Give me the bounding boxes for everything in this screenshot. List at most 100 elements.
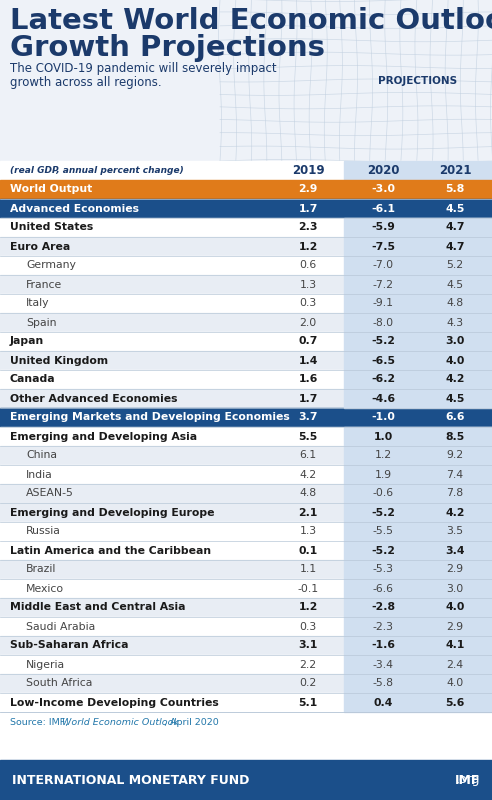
Text: 3.5: 3.5 bbox=[446, 526, 463, 537]
Bar bbox=[0, 693, 492, 712]
Text: -0.1: -0.1 bbox=[298, 583, 318, 594]
Text: -6.1: -6.1 bbox=[371, 203, 395, 214]
Text: INTERNATIONAL MONETARY FUND: INTERNATIONAL MONETARY FUND bbox=[12, 774, 249, 786]
Bar bbox=[0, 180, 492, 199]
Text: 2019: 2019 bbox=[292, 164, 324, 177]
Text: -5.2: -5.2 bbox=[371, 507, 395, 518]
Bar bbox=[0, 560, 492, 579]
Text: 3.0: 3.0 bbox=[445, 337, 464, 346]
Bar bbox=[0, 446, 492, 465]
Bar bbox=[344, 427, 492, 446]
Text: Middle East and Central Asia: Middle East and Central Asia bbox=[10, 602, 185, 613]
Text: 2.9: 2.9 bbox=[446, 565, 463, 574]
Text: India: India bbox=[26, 470, 53, 479]
Text: -5.8: -5.8 bbox=[372, 678, 394, 689]
Bar bbox=[344, 674, 492, 693]
Text: 1.9: 1.9 bbox=[374, 470, 392, 479]
Text: Advanced Economies: Advanced Economies bbox=[10, 203, 139, 214]
Text: -2.8: -2.8 bbox=[371, 602, 395, 613]
Bar bbox=[0, 408, 492, 427]
Bar bbox=[0, 655, 492, 674]
Text: 2.1: 2.1 bbox=[298, 507, 318, 518]
Text: Russia: Russia bbox=[26, 526, 61, 537]
Text: 7.8: 7.8 bbox=[446, 489, 463, 498]
Text: Growth Projections: Growth Projections bbox=[10, 34, 325, 62]
Bar bbox=[344, 560, 492, 579]
Text: 5.1: 5.1 bbox=[298, 698, 318, 707]
Text: 4.3: 4.3 bbox=[446, 318, 463, 327]
Text: -7.5: -7.5 bbox=[371, 242, 395, 251]
Text: Emerging and Developing Europe: Emerging and Developing Europe bbox=[10, 507, 215, 518]
Bar bbox=[0, 370, 492, 389]
Text: -9.1: -9.1 bbox=[372, 298, 394, 309]
Bar bbox=[0, 218, 492, 237]
Bar bbox=[0, 598, 492, 617]
Text: World Output: World Output bbox=[10, 185, 92, 194]
Text: 2020: 2020 bbox=[367, 164, 399, 177]
Bar bbox=[0, 275, 492, 294]
Text: 1.4: 1.4 bbox=[298, 355, 318, 366]
Text: ASEAN-5: ASEAN-5 bbox=[26, 489, 74, 498]
Bar bbox=[344, 161, 492, 180]
Bar bbox=[344, 370, 492, 389]
Text: 4.7: 4.7 bbox=[445, 242, 465, 251]
Text: Emerging Markets and Developing Economies: Emerging Markets and Developing Economie… bbox=[10, 413, 290, 422]
Bar bbox=[0, 522, 492, 541]
Text: Emerging and Developing Asia: Emerging and Developing Asia bbox=[10, 431, 197, 442]
Bar bbox=[344, 579, 492, 598]
Text: 8.5: 8.5 bbox=[445, 431, 464, 442]
Text: 4.2: 4.2 bbox=[300, 470, 316, 479]
Bar bbox=[0, 256, 492, 275]
Text: 1.6: 1.6 bbox=[298, 374, 318, 385]
Text: -5.9: -5.9 bbox=[371, 222, 395, 233]
Text: Brazil: Brazil bbox=[26, 565, 57, 574]
Text: -4.6: -4.6 bbox=[371, 394, 395, 403]
Text: 6.6: 6.6 bbox=[445, 413, 465, 422]
Text: South Africa: South Africa bbox=[26, 678, 92, 689]
Text: -1.6: -1.6 bbox=[371, 641, 395, 650]
Text: Saudi Arabia: Saudi Arabia bbox=[26, 622, 95, 631]
Bar bbox=[344, 541, 492, 560]
Text: 1.2: 1.2 bbox=[374, 450, 392, 461]
Text: World Economic Outlook: World Economic Outlook bbox=[62, 718, 179, 727]
Bar bbox=[0, 484, 492, 503]
Text: Latin America and the Caribbean: Latin America and the Caribbean bbox=[10, 546, 211, 555]
Text: Euro Area: Euro Area bbox=[10, 242, 70, 251]
Text: The COVID-19 pandemic will severely impact: The COVID-19 pandemic will severely impa… bbox=[10, 62, 277, 75]
Text: 1.1: 1.1 bbox=[300, 565, 316, 574]
Text: Nigeria: Nigeria bbox=[26, 659, 65, 670]
Text: 1.3: 1.3 bbox=[300, 526, 316, 537]
Text: Latest World Economic Outlook: Latest World Economic Outlook bbox=[10, 7, 492, 35]
Bar bbox=[344, 389, 492, 408]
Text: 0.1: 0.1 bbox=[298, 546, 318, 555]
Bar bbox=[344, 617, 492, 636]
Bar bbox=[0, 579, 492, 598]
Text: .org: .org bbox=[456, 774, 480, 786]
Text: (real GDP, annual percent change): (real GDP, annual percent change) bbox=[10, 166, 184, 175]
Text: Other Advanced Economies: Other Advanced Economies bbox=[10, 394, 178, 403]
Text: 2.9: 2.9 bbox=[298, 185, 318, 194]
Text: 4.5: 4.5 bbox=[445, 394, 464, 403]
Text: IMF: IMF bbox=[455, 774, 480, 786]
Bar bbox=[0, 389, 492, 408]
Bar bbox=[0, 332, 492, 351]
Bar bbox=[0, 541, 492, 560]
Bar bbox=[344, 313, 492, 332]
Text: Low-Income Developing Countries: Low-Income Developing Countries bbox=[10, 698, 219, 707]
Text: -6.5: -6.5 bbox=[371, 355, 395, 366]
Text: -0.6: -0.6 bbox=[372, 489, 394, 498]
Text: 2.9: 2.9 bbox=[446, 622, 463, 631]
Text: United Kingdom: United Kingdom bbox=[10, 355, 108, 366]
Text: United States: United States bbox=[10, 222, 93, 233]
Bar bbox=[0, 636, 492, 655]
Bar bbox=[344, 446, 492, 465]
Bar bbox=[0, 465, 492, 484]
Text: 5.8: 5.8 bbox=[445, 185, 464, 194]
Text: 2.4: 2.4 bbox=[446, 659, 463, 670]
Text: Italy: Italy bbox=[26, 298, 50, 309]
Bar bbox=[344, 693, 492, 712]
Bar bbox=[344, 484, 492, 503]
Bar bbox=[344, 465, 492, 484]
Text: 4.0: 4.0 bbox=[445, 355, 464, 366]
Bar bbox=[0, 199, 492, 218]
